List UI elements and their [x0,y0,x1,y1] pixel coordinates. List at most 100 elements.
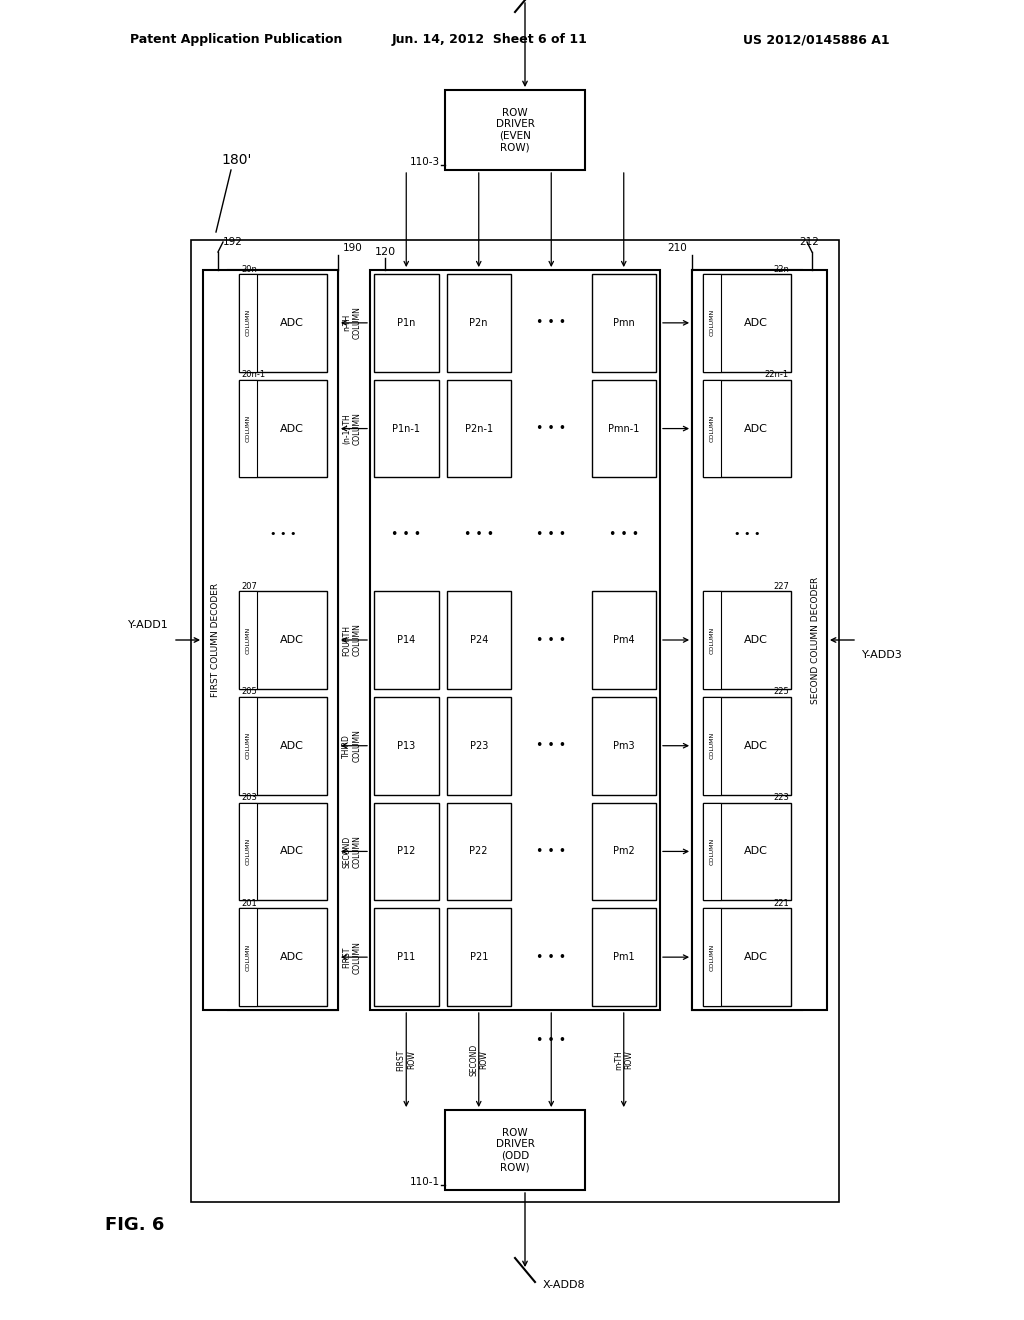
Bar [239,380,327,478]
Bar [446,803,511,900]
Text: • • •: • • • [537,317,566,330]
Text: COLUMN: COLUMN [246,944,251,970]
Bar [703,380,791,478]
Text: 20n: 20n [241,264,257,273]
Text: P21: P21 [470,952,488,962]
Text: m-TH
ROW: m-TH ROW [614,1051,634,1071]
Bar [374,803,438,900]
Bar [692,271,802,1010]
Text: COLUMN: COLUMN [710,733,715,759]
Bar [445,90,585,170]
Text: P12: P12 [397,846,416,857]
Bar [703,591,791,689]
Text: Pm2: Pm2 [613,846,635,857]
Bar [592,908,656,1006]
Bar [703,380,721,478]
Bar [239,803,327,900]
Text: P13: P13 [397,741,416,751]
Text: • • •: • • • [537,528,566,541]
Text: ROW
DRIVER
(EVEN
ROW): ROW DRIVER (EVEN ROW) [496,108,535,152]
Text: P11: P11 [397,952,416,962]
Text: ADC: ADC [744,635,768,645]
Bar [703,697,791,795]
Bar [239,908,257,1006]
Text: ADC: ADC [744,424,768,433]
Text: Pm3: Pm3 [613,741,635,751]
Text: Jun. 14, 2012  Sheet 6 of 11: Jun. 14, 2012 Sheet 6 of 11 [392,33,588,46]
Text: P24: P24 [470,635,488,645]
Text: SECOND
ROW: SECOND ROW [469,1044,488,1076]
Bar [703,275,791,372]
Text: • • •: • • • [537,950,566,964]
Bar [703,803,791,900]
Bar [239,591,327,689]
Text: • • •: • • • [537,845,566,858]
Text: 210: 210 [668,243,687,253]
Text: FIRST COLUMN DECODER: FIRST COLUMN DECODER [211,583,219,697]
Text: • • •: • • • [537,634,566,647]
Text: (n-1)-TH
COLUMN: (n-1)-TH COLUMN [342,412,361,445]
Text: COLUMN: COLUMN [246,838,251,865]
Text: 190: 190 [343,243,362,253]
Text: • • •: • • • [464,528,494,541]
Bar [239,697,257,795]
Text: ADC: ADC [280,846,304,857]
Text: FOURTH
COLUMN: FOURTH COLUMN [342,623,361,656]
Bar [592,697,656,795]
Text: • • •: • • • [269,529,296,540]
Text: Y-ADD1: Y-ADD1 [128,620,168,630]
Text: 207: 207 [241,582,257,590]
Bar [703,803,721,900]
Text: SECOND COLUMN DECODER: SECOND COLUMN DECODER [811,577,819,704]
Text: COLUMN: COLUMN [710,838,715,865]
Text: ADC: ADC [744,318,768,327]
Text: • • •: • • • [537,422,566,436]
Text: 22n: 22n [773,264,790,273]
Text: 221: 221 [773,899,790,908]
Bar [370,271,660,1010]
Bar [374,591,438,689]
Bar [239,697,327,795]
Text: COLUMN: COLUMN [246,627,251,653]
Text: n-TH
COLUMN: n-TH COLUMN [342,306,361,339]
Bar [374,380,438,478]
Text: US 2012/0145886 A1: US 2012/0145886 A1 [743,33,890,46]
Text: • • •: • • • [608,528,639,541]
Text: • • •: • • • [537,1034,566,1047]
Bar [592,380,656,478]
Text: 192: 192 [223,238,243,247]
Text: COLUMN: COLUMN [246,733,251,759]
Text: SECOND
COLUMN: SECOND COLUMN [342,836,361,867]
Bar [446,380,511,478]
Text: Y-ADD3: Y-ADD3 [861,649,902,660]
Text: ADC: ADC [280,424,304,433]
Bar [446,275,511,372]
Bar [592,275,656,372]
Bar [203,271,338,1010]
Text: P2n-1: P2n-1 [465,424,493,433]
Text: Patent Application Publication: Patent Application Publication [130,33,342,46]
Bar [446,591,511,689]
Text: FIG. 6: FIG. 6 [105,1216,165,1234]
Text: ADC: ADC [280,952,304,962]
Text: Pm4: Pm4 [613,635,635,645]
Text: X-ADD8: X-ADD8 [543,1280,586,1290]
Text: ADC: ADC [280,635,304,645]
Bar [703,275,721,372]
Bar [374,697,438,795]
Text: P23: P23 [470,741,488,751]
Text: P1n: P1n [397,318,416,327]
Text: ADC: ADC [744,846,768,857]
Text: ADC: ADC [744,741,768,751]
Text: COLUMN: COLUMN [710,944,715,970]
Bar [239,380,257,478]
Text: COLUMN: COLUMN [710,627,715,653]
Bar [239,803,257,900]
Text: 205: 205 [241,688,257,697]
Text: 22n-1: 22n-1 [765,370,790,379]
Bar [374,275,438,372]
Bar [239,908,327,1006]
Text: • • •: • • • [734,529,760,540]
Text: ROW
DRIVER
(ODD
ROW): ROW DRIVER (ODD ROW) [496,1127,535,1172]
Bar [703,591,721,689]
